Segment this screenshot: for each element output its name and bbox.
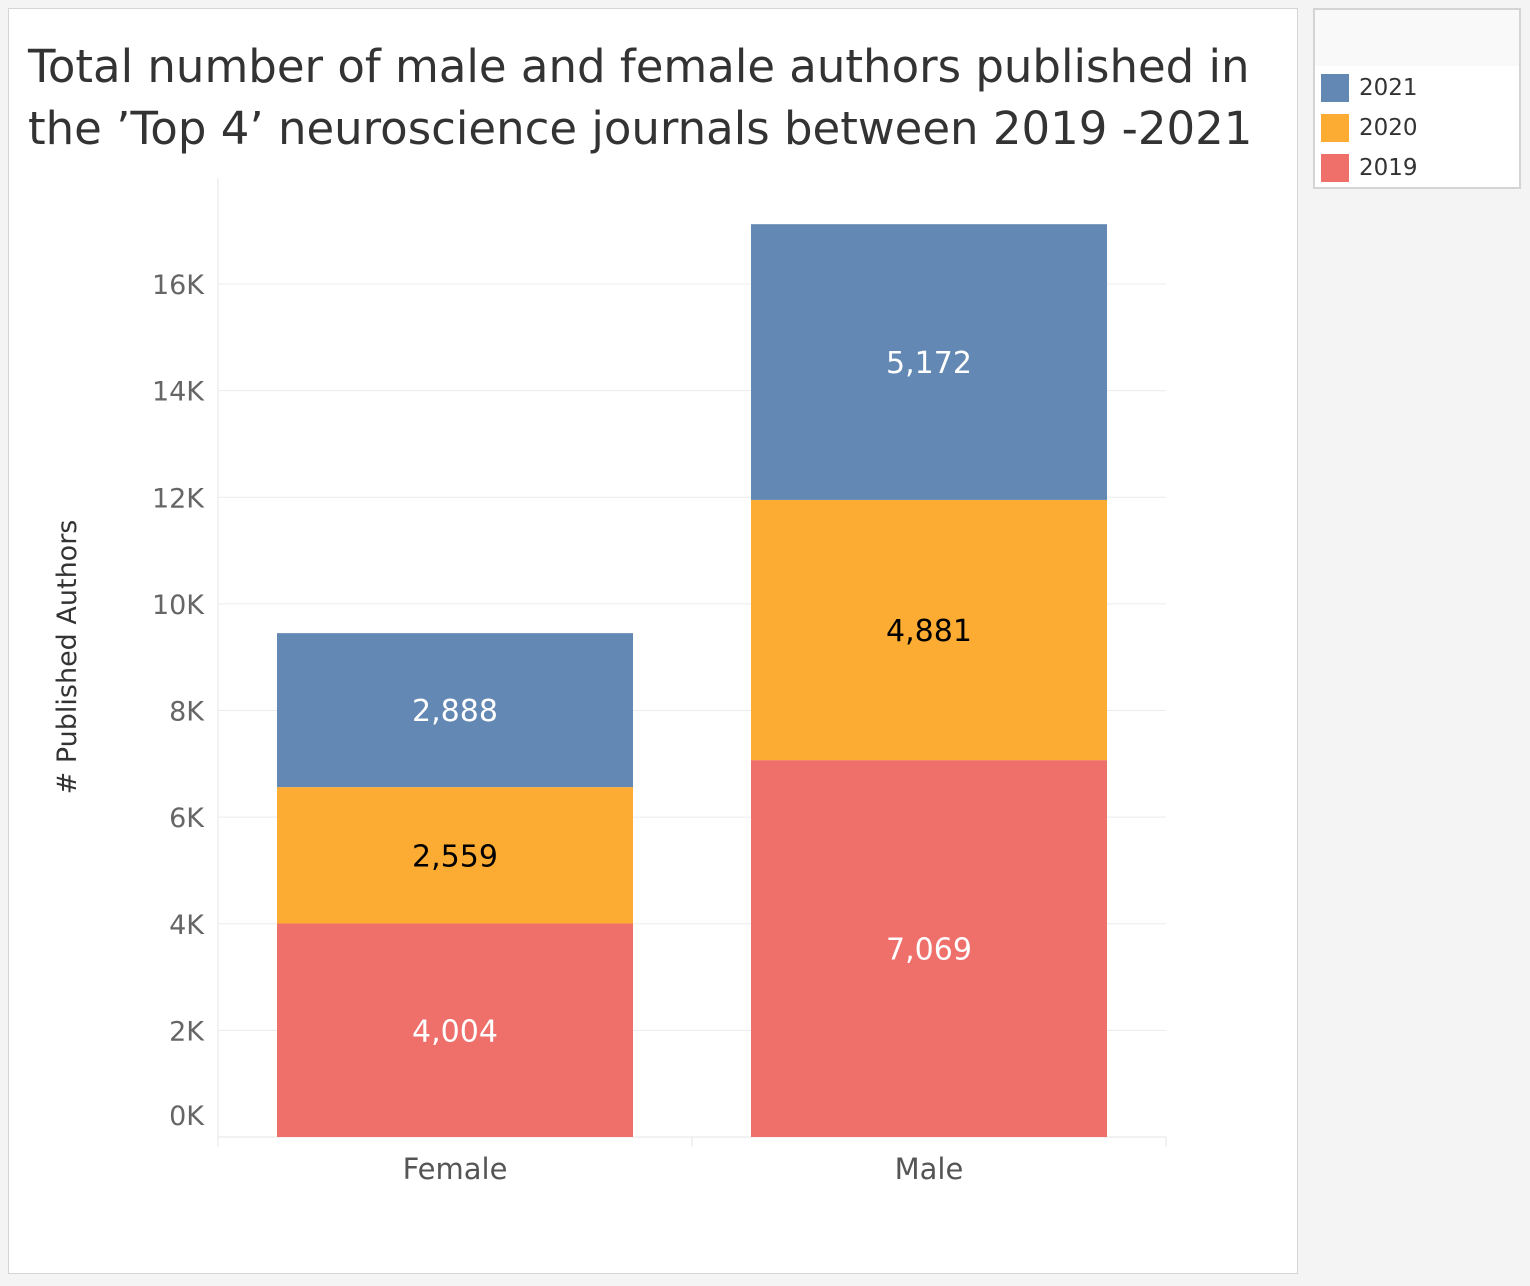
bar-female-2021 (277, 633, 633, 788)
legend-swatch (1321, 154, 1349, 182)
y-tick-label: 12K (152, 483, 205, 514)
y-tick-label: 10K (152, 590, 205, 621)
bar-male-2019 (751, 760, 1107, 1137)
y-tick-label: 6K (169, 803, 205, 834)
data-label: 2,559 (412, 839, 498, 874)
x-tick-label: Female (403, 1152, 508, 1186)
bar-female-2020 (277, 787, 633, 924)
data-label: 5,172 (886, 346, 972, 381)
legend-label: 2021 (1359, 75, 1418, 101)
bar-male-2020 (751, 499, 1107, 761)
y-tick-label: 8K (169, 697, 205, 728)
y-tick-label: 4K (169, 910, 205, 941)
legend-item-2021[interactable]: 2021 (1321, 74, 1418, 102)
legend-header (1315, 10, 1519, 66)
legend-swatch (1321, 74, 1349, 102)
chart-title: Total number of male and female authors … (28, 40, 1253, 155)
data-label: 7,069 (886, 933, 972, 968)
legend-label: 2019 (1359, 155, 1418, 181)
y-tick-label: 14K (152, 377, 205, 408)
y-axis-title: # Published Authors (52, 520, 83, 795)
legend-label: 2020 (1359, 115, 1418, 141)
legend-item-2020[interactable]: 2020 (1321, 114, 1418, 142)
data-label: 4,881 (886, 614, 972, 649)
legend: 2021 2020 2019 (1313, 8, 1521, 189)
data-label: 4,004 (412, 1014, 498, 1049)
y-tick-label: 0K (169, 1101, 205, 1132)
legend-swatch (1321, 114, 1349, 142)
bar-female-2019 (277, 923, 633, 1137)
y-tick-label: 16K (152, 270, 205, 301)
y-tick-label: 2K (169, 1016, 205, 1047)
x-tick-label: Male (895, 1152, 964, 1186)
bar-male-2021 (751, 224, 1107, 500)
data-label: 2,888 (412, 694, 498, 729)
legend-item-2019[interactable]: 2019 (1321, 154, 1418, 182)
